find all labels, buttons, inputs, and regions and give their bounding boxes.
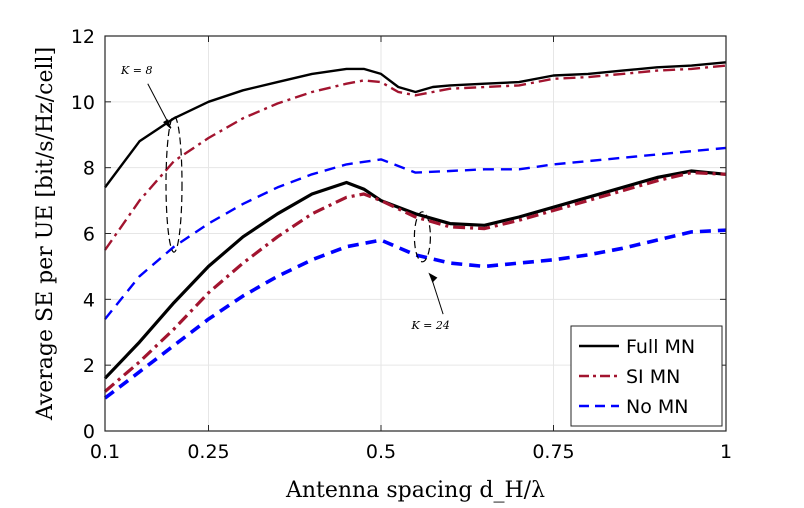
y-axis-label: Average SE per UE [bit/s/Hz/cell]: [33, 47, 58, 421]
legend-box: [570, 325, 723, 427]
legend: Full MN SI MN No MN: [570, 325, 723, 427]
k24-arrow-head: [428, 272, 438, 283]
x-axis-label: Antenna spacing d_H/λ: [285, 478, 545, 503]
y-tick-label: 12: [71, 26, 95, 48]
series-line-full-mn-k8: [104, 61, 727, 189]
grid-lines: [104, 35, 727, 432]
y-tick-label: 0: [83, 421, 95, 443]
k8-ellipse: [165, 115, 183, 253]
x-tick-label: 0.1: [90, 441, 120, 463]
y-tick-label: 4: [83, 289, 95, 311]
series-line-full-mn-k24: [103, 169, 727, 380]
k24-annotation-label: K = 24: [410, 319, 449, 332]
legend-label-si-mn: SI MN: [626, 366, 680, 388]
x-tick-label: 0.25: [187, 441, 229, 463]
y-tick-label: 2: [83, 355, 95, 377]
annotations: K = 8 K = 24: [120, 64, 450, 332]
x-tick-label: 0.75: [532, 441, 574, 463]
y-tick-label: 8: [83, 158, 95, 180]
x-tick-label: 1: [720, 441, 732, 463]
series-lines: [103, 61, 727, 400]
k8-annotation-label: K = 8: [120, 64, 152, 77]
y-tick-label: 6: [83, 224, 95, 246]
k8-arrow-head: [163, 119, 171, 130]
series-line-no-mn-k24: [103, 228, 727, 400]
series-line-no-mn-k8: [104, 146, 727, 320]
legend-label-no-mn: No MN: [626, 396, 688, 418]
k24-ellipse: [413, 211, 431, 263]
legend-label-full-mn: Full MN: [626, 336, 695, 358]
series-line-si-mn-k24: [103, 171, 727, 393]
y-tick-label: 10: [71, 92, 95, 114]
x-tick-label: 0.5: [366, 441, 396, 463]
